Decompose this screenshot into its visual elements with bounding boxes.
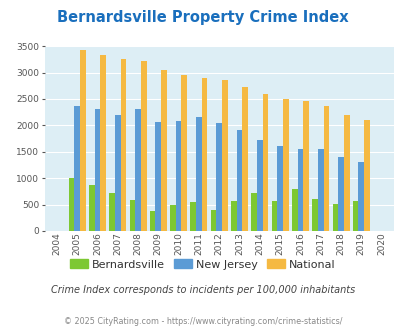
Legend: Bernardsville, New Jersey, National: Bernardsville, New Jersey, National — [66, 255, 339, 274]
Bar — [115, 115, 120, 231]
Bar — [196, 117, 201, 231]
Bar — [74, 106, 80, 231]
Bar — [141, 61, 146, 231]
Bar — [109, 193, 115, 231]
Bar — [323, 106, 328, 231]
Text: Crime Index corresponds to incidents per 100,000 inhabitants: Crime Index corresponds to incidents per… — [51, 285, 354, 295]
Bar — [303, 101, 308, 231]
Bar — [155, 122, 161, 231]
Bar — [317, 149, 323, 231]
Bar — [222, 80, 227, 231]
Bar — [311, 199, 317, 231]
Bar — [332, 204, 337, 231]
Text: Bernardsville Property Crime Index: Bernardsville Property Crime Index — [57, 10, 348, 25]
Bar — [210, 211, 216, 231]
Bar — [337, 157, 343, 231]
Bar — [256, 140, 262, 231]
Bar — [363, 119, 369, 231]
Bar — [262, 94, 268, 231]
Bar — [80, 50, 85, 231]
Bar — [271, 201, 277, 231]
Bar — [251, 193, 256, 231]
Bar — [120, 59, 126, 231]
Bar — [135, 109, 141, 231]
Bar — [129, 200, 135, 231]
Bar — [216, 123, 222, 231]
Bar — [277, 146, 282, 231]
Bar — [68, 178, 74, 231]
Bar — [89, 185, 94, 231]
Bar — [236, 130, 242, 231]
Bar — [175, 121, 181, 231]
Bar — [343, 115, 349, 231]
Bar — [190, 203, 196, 231]
Text: © 2025 CityRating.com - https://www.cityrating.com/crime-statistics/: © 2025 CityRating.com - https://www.city… — [64, 317, 341, 326]
Bar — [149, 211, 155, 231]
Bar — [297, 149, 303, 231]
Bar — [161, 70, 166, 231]
Bar — [181, 75, 187, 231]
Bar — [242, 87, 247, 231]
Bar — [230, 201, 236, 231]
Bar — [352, 201, 358, 231]
Bar — [282, 99, 288, 231]
Bar — [94, 109, 100, 231]
Bar — [100, 55, 106, 231]
Bar — [170, 205, 175, 231]
Bar — [291, 189, 297, 231]
Bar — [201, 78, 207, 231]
Bar — [358, 162, 363, 231]
